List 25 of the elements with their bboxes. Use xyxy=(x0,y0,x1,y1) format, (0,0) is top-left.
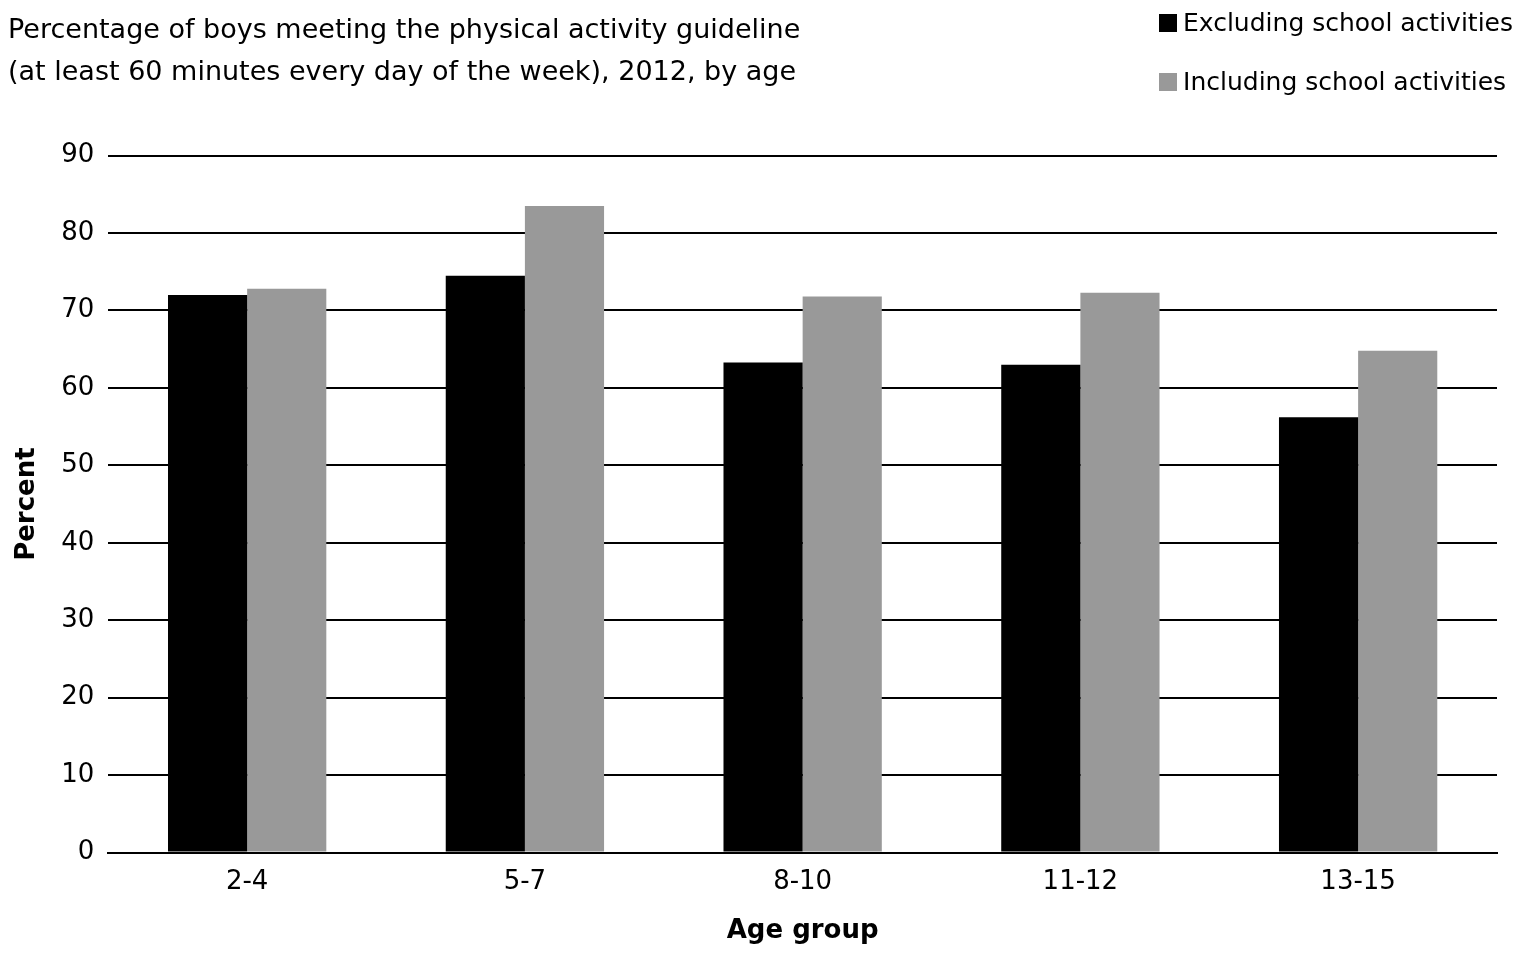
bar xyxy=(247,288,327,852)
x-tick-label: 11-12 xyxy=(1042,864,1119,895)
x-axis-title: Age group xyxy=(726,914,879,945)
y-tick-label: 90 xyxy=(61,138,95,169)
y-tick-label: 80 xyxy=(61,215,95,246)
legend-label: Including school activities xyxy=(1183,67,1507,96)
chart-title: Percentage of boys meeting the physical activity guideline (at least 60 minutes every day of the week), 2012, by age xyxy=(8,12,801,88)
y-tick-label: 10 xyxy=(61,757,95,788)
bar xyxy=(1080,292,1160,852)
y-tick-label: 60 xyxy=(61,370,95,401)
bar xyxy=(524,205,605,852)
x-tick-label: 2-4 xyxy=(225,864,269,895)
legend-label: Excluding school activities xyxy=(1183,8,1513,37)
y-tick-label: 50 xyxy=(61,448,95,479)
x-tick-label: 13-15 xyxy=(1320,864,1396,895)
bar xyxy=(802,296,882,852)
y-tick-label: 40 xyxy=(61,525,95,556)
y-tick-label: 30 xyxy=(61,603,95,634)
bar xyxy=(1358,350,1438,852)
y-tick-label: 20 xyxy=(61,680,95,711)
y-tick-label: 70 xyxy=(61,293,95,324)
y-axis-title: Percent xyxy=(10,447,41,561)
y-tick-label: 0 xyxy=(77,835,95,866)
x-tick-label: 5-7 xyxy=(503,864,547,895)
x-tick-label: 8-10 xyxy=(773,864,833,895)
